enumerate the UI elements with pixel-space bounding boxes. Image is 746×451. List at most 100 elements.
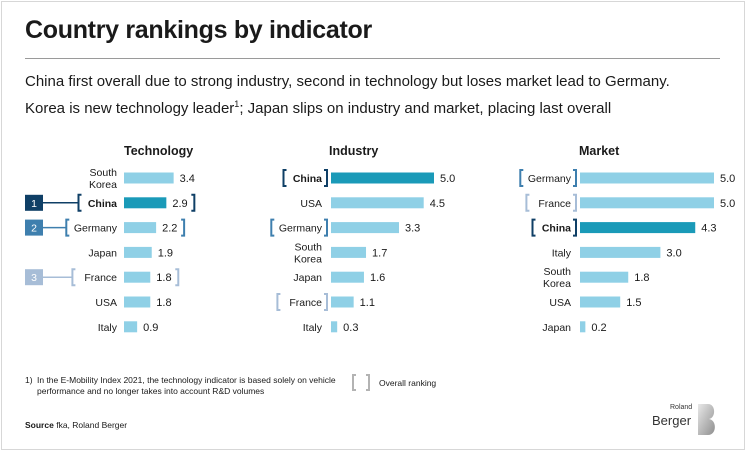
- overall-rank-bracket-3-right: [175, 268, 180, 287]
- source-text: fka, Roland Berger: [56, 420, 128, 430]
- value-label-technology-5: 1.8: [156, 297, 171, 309]
- value-label-market-6: 0.2: [591, 322, 606, 334]
- category-label-technology-3: Japan: [88, 247, 117, 259]
- logo-text-small: Roland: [670, 404, 693, 411]
- overall-rank-box-3: [25, 269, 43, 286]
- bar-industry-1: [331, 197, 424, 209]
- category-label-technology-0-b: Korea: [89, 179, 117, 191]
- bar-market-3: [580, 246, 661, 258]
- rank-bracket-market-1-left: [525, 193, 530, 212]
- logo-text-large: Berger: [652, 413, 692, 428]
- category-label-technology-4: France: [84, 272, 117, 284]
- bar-technology-3: [124, 246, 152, 258]
- value-label-market-0: 5.0: [720, 173, 735, 185]
- panel-title-technology: Technology: [124, 144, 194, 158]
- rank-bracket-market-2-right: [573, 218, 577, 237]
- category-label-industry-6: Italy: [303, 322, 323, 334]
- bar-industry-2: [331, 222, 399, 234]
- value-label-market-4: 1.8: [634, 272, 649, 284]
- footnote-text: In the E-Mobility Index 2021, the techno…: [37, 375, 336, 396]
- category-label-market-0: Germany: [528, 173, 572, 185]
- bar-technology-4: [124, 271, 151, 283]
- bar-technology-1: [124, 197, 167, 209]
- subtitle: China first overall due to strong indust…: [25, 71, 670, 120]
- rank-bracket-industry-2-right: [324, 218, 328, 237]
- category-label-technology-6: Italy: [98, 322, 118, 334]
- overall-rank-box-1: [25, 194, 43, 211]
- category-label-market-6: Japan: [542, 322, 571, 334]
- overall-rank-bracket-1-left: [77, 193, 82, 212]
- overall-rank-box-2: [25, 219, 43, 236]
- bar-market-1: [580, 197, 714, 209]
- bar-industry-0: [331, 172, 434, 184]
- value-label-industry-5: 1.1: [360, 297, 375, 309]
- overall-rank-bracket-2-left: [65, 218, 70, 237]
- overall-rank-bracket-2-right: [181, 218, 186, 237]
- rank-bracket-industry-0-right: [324, 169, 328, 187]
- panel-title-industry: Industry: [329, 144, 379, 158]
- overall-rank-bracket-1-right: [191, 193, 196, 212]
- category-label-technology-2: Germany: [74, 223, 118, 235]
- bar-technology-0: [124, 172, 174, 184]
- value-label-technology-4: 1.8: [156, 272, 171, 284]
- value-label-industry-3: 1.7: [372, 247, 387, 259]
- category-label-technology-0-a: South: [90, 167, 118, 179]
- value-label-technology-1: 2.9: [172, 198, 187, 210]
- category-label-market-4-a: South: [544, 266, 572, 278]
- value-label-industry-6: 0.3: [343, 322, 358, 334]
- category-label-market-5: USA: [549, 297, 571, 309]
- overall-rank-number-2: 2: [31, 223, 37, 235]
- subtitle-line-1: China first overall due to strong indust…: [25, 73, 670, 90]
- rank-bracket-industry-2-left: [270, 218, 275, 237]
- rank-bracket-industry-5-right: [324, 293, 328, 311]
- page-title: Country rankings by indicator: [25, 16, 372, 44]
- value-label-industry-2: 3.3: [405, 223, 420, 235]
- bar-market-5: [580, 296, 621, 308]
- value-label-technology-0: 3.4: [180, 173, 195, 185]
- rank-bracket-market-1-right: [573, 193, 577, 212]
- legend-label: Overall ranking: [379, 378, 437, 388]
- rank-bracket-industry-0-left: [282, 169, 287, 187]
- bar-industry-4: [331, 271, 364, 283]
- overall-rank-number-1: 1: [31, 198, 37, 210]
- bar-market-2: [580, 222, 696, 234]
- category-label-market-2: China: [542, 223, 571, 235]
- bar-technology-2: [124, 222, 157, 234]
- bar-industry-5: [331, 296, 354, 308]
- overall-rank-bracket-3-left: [71, 268, 76, 287]
- value-label-market-3: 3.0: [666, 247, 681, 259]
- source-note: Source fka, Roland Berger: [25, 420, 127, 430]
- category-label-technology-1: China: [88, 198, 117, 210]
- rank-bracket-industry-5-left: [276, 293, 281, 311]
- subtitle-line-2: Korea is new technology leader1; Japan s…: [25, 93, 670, 120]
- value-label-industry-4: 1.6: [370, 272, 385, 284]
- rank-bracket-market-0-left: [519, 169, 524, 187]
- value-label-market-1: 5.0: [720, 198, 735, 210]
- category-label-industry-5: France: [289, 297, 322, 309]
- category-label-industry-0: China: [293, 173, 322, 185]
- bar-market-0: [580, 172, 714, 184]
- footnote-number: 1): [25, 375, 33, 385]
- rank-bracket-market-0-right: [573, 169, 577, 187]
- category-label-industry-3-a: South: [295, 241, 323, 253]
- value-label-market-5: 1.5: [626, 297, 641, 309]
- bar-market-4: [580, 271, 629, 283]
- value-label-technology-3: 1.9: [158, 247, 173, 259]
- value-label-technology-2: 2.2: [162, 223, 177, 235]
- panel-title-market: Market: [579, 144, 620, 158]
- subtitle-line-2-a: Korea is new technology leader: [25, 100, 235, 117]
- source-label: Source: [25, 420, 54, 430]
- overall-rank-number-3: 3: [31, 272, 37, 284]
- bar-industry-3: [331, 246, 367, 258]
- category-label-industry-1: USA: [300, 198, 322, 210]
- category-label-industry-4: Japan: [293, 272, 322, 284]
- footnote-marker: 1: [234, 99, 240, 109]
- value-label-technology-6: 0.9: [143, 322, 158, 334]
- category-label-market-4-b: Korea: [543, 278, 571, 290]
- value-label-industry-0: 5.0: [440, 173, 455, 185]
- legend-bracket-icon: [352, 374, 370, 391]
- title-rule: [25, 58, 720, 59]
- category-label-market-1: France: [538, 198, 571, 210]
